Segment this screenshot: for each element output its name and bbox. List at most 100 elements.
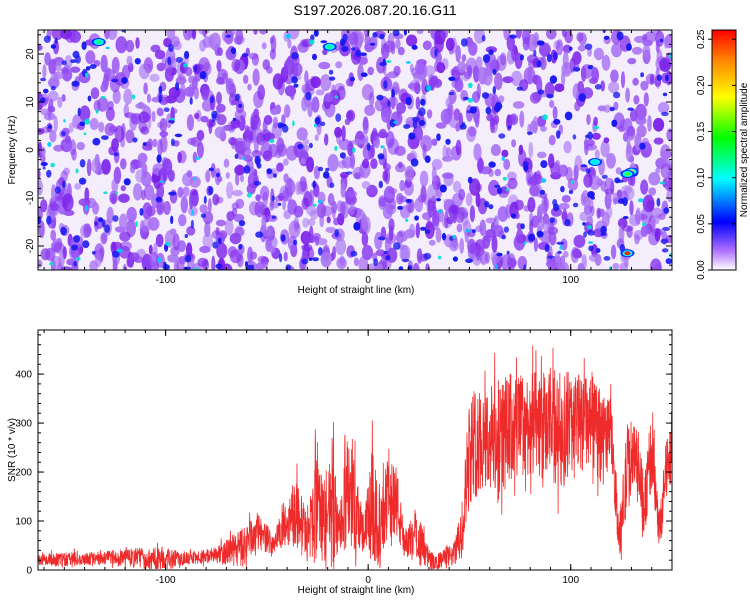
spectrogram-blob [395, 163, 406, 173]
spectrogram-blob [334, 126, 343, 138]
spectrogram-blob [578, 32, 587, 46]
spectrogram-blob [172, 40, 182, 51]
spectrogram-blob [378, 128, 387, 139]
spectrogram-blob [510, 70, 523, 87]
spectrogram-blob [445, 37, 455, 51]
spectrogram-blob [416, 128, 423, 141]
spectrogram-blob [40, 161, 48, 167]
spectrogram-blob [583, 195, 591, 209]
x-tick-label: 0 [365, 275, 371, 286]
spectrogram-blob [560, 71, 566, 87]
spectrogram-blob [123, 88, 133, 105]
spectrogram-blob [159, 130, 169, 138]
spectrogram-blob [61, 94, 66, 102]
spectrogram-blob [546, 93, 554, 99]
spectrogram-blob [195, 156, 201, 160]
spectrogram-blob [231, 58, 241, 72]
spectrogram-blob [258, 30, 268, 35]
spectrogram-blob [235, 30, 243, 45]
spectrogram-blob [243, 74, 249, 85]
spectrogram-blob [216, 172, 220, 178]
spectrogram-blob [139, 208, 144, 216]
spectrogram-blob [663, 207, 670, 214]
spectrogram-blob [359, 52, 367, 56]
spectrogram-blob [370, 144, 375, 158]
spectrogram-blob [40, 77, 47, 82]
spectrogram-blob [572, 248, 582, 259]
colorbar-tick-label: 0.00 [696, 260, 707, 280]
spectrogram-blob [580, 164, 587, 168]
spectrogram-blob [208, 118, 213, 135]
spectrogram-blob [78, 177, 87, 185]
spectrogram-blob [588, 245, 594, 252]
spectrogram-blob [100, 96, 106, 99]
spectrogram-blob [140, 189, 146, 201]
spectrogram-blob [297, 143, 304, 150]
spectrogram-blob [537, 203, 547, 215]
spectrogram-blob [175, 56, 184, 63]
spectrogram-blob [155, 233, 164, 248]
spectrogram-blob [60, 30, 72, 40]
spectrogram-blob [654, 263, 663, 270]
spectrogram-blob [208, 186, 214, 195]
spectrogram-blob [522, 161, 529, 168]
spectrogram-blob [192, 151, 198, 163]
spectrogram-blob [626, 126, 636, 141]
spectrogram-blob [167, 56, 172, 66]
spectrogram-blob [639, 142, 646, 150]
spectrogram-blob [349, 76, 355, 82]
spectrogram-blob [568, 189, 574, 195]
spectrogram-blob [587, 131, 593, 140]
spectrogram-blob [590, 205, 595, 217]
spectrogram-blob [203, 195, 207, 204]
spectrogram-blob [270, 35, 277, 53]
spectrogram-blob [441, 232, 447, 241]
spectrogram-blob [484, 201, 490, 208]
spectrogram-blob [215, 263, 223, 270]
spectrogram-blob [544, 244, 550, 253]
spectrogram-blob [440, 108, 452, 125]
spectrogram-blob [601, 211, 610, 228]
spectrogram-blob [666, 128, 672, 142]
spectrogram-blob [330, 84, 336, 101]
spectrogram-blob [357, 63, 364, 81]
spectrogram-blob [238, 243, 243, 250]
spectrogram-blob [123, 178, 131, 186]
spectrogram-blob [266, 66, 273, 74]
spectrogram-blob [506, 188, 509, 192]
spectrogram-blob [261, 214, 267, 230]
spectrogram-blob [232, 117, 237, 122]
spectrogram-blob [661, 248, 669, 253]
spectrogram-blob [593, 116, 598, 127]
spectrogram-blob [603, 35, 610, 40]
spectrogram-blob [216, 91, 222, 105]
spectrogram-blob [442, 144, 448, 161]
spectrogram-blob [225, 78, 233, 95]
spectrogram-blob [567, 177, 579, 191]
spectrogram-blob [173, 260, 179, 270]
spectrogram-blob [184, 86, 195, 97]
spectrogram-blob [291, 76, 298, 84]
spectrogram-blob [391, 88, 395, 98]
spectrogram-blob [246, 192, 252, 198]
spectrogram-blob [169, 117, 175, 121]
spectrogram-blob [425, 85, 432, 92]
spectrogram-blob [458, 188, 466, 201]
spectrogram-blob [374, 231, 383, 250]
spectrogram-blob [272, 73, 284, 90]
spectrogram-blob [398, 266, 404, 270]
spectrogram-blob [309, 39, 315, 45]
spectrogram-blob [648, 172, 661, 186]
spectrogram-blob [585, 168, 591, 174]
spectrogram-blob [383, 163, 391, 172]
spectrogram-blob [572, 67, 581, 72]
spectrogram-blob [142, 142, 147, 146]
spectrogram-blob [157, 257, 162, 263]
spectrogram-blob [546, 53, 552, 63]
spectrogram-blob [251, 150, 262, 158]
spectrogram-blob [69, 30, 81, 43]
spectrogram-blob [193, 267, 200, 270]
spectrogram-blob [361, 231, 369, 247]
snr-y-label: SNR (10 * v/v) [7, 418, 18, 482]
spectrogram-blob [385, 60, 392, 63]
